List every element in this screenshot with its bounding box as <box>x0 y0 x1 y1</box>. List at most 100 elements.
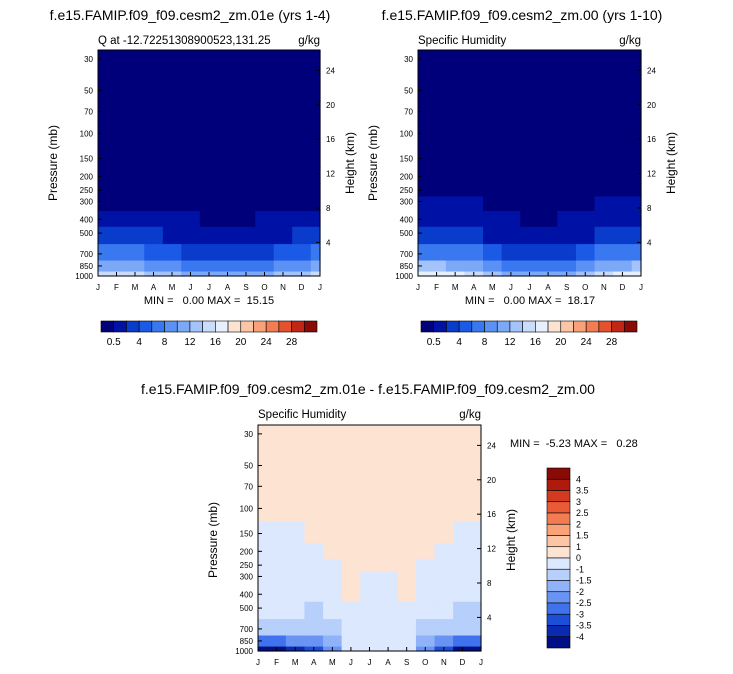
contour-cell <box>341 570 361 586</box>
colorbar-swatch <box>560 320 574 333</box>
contour-cell <box>144 122 164 147</box>
month-tick-label: J <box>318 283 322 292</box>
contour-cell <box>397 475 417 498</box>
colorbar-swatch <box>433 320 447 333</box>
contour-cell <box>273 50 293 76</box>
month-tick-label: D <box>460 658 466 667</box>
pressure-tick-label: 30 <box>84 55 93 64</box>
pressure-tick-label: 400 <box>240 590 254 599</box>
contour-cell <box>181 183 201 197</box>
contour-cell <box>557 167 577 184</box>
contour-cell <box>98 145 108 169</box>
contour-cell <box>613 243 633 261</box>
contour-cell <box>360 425 380 451</box>
contour-cell <box>236 50 256 76</box>
contour-cell <box>162 74 182 102</box>
contour-cell <box>501 243 521 261</box>
contour-cell <box>415 475 436 498</box>
contour-cell <box>378 601 398 620</box>
contour-cell <box>575 259 596 272</box>
pressure-tick-label: 100 <box>400 129 414 138</box>
colorbar-swatch <box>151 320 165 333</box>
panel-2-y-right-label: Height (km) <box>664 132 678 194</box>
contour-cell <box>107 50 127 76</box>
contour-cell <box>199 226 219 245</box>
contour-cell <box>125 122 145 147</box>
contour-cell <box>427 74 447 102</box>
month-tick-label: M <box>169 283 176 292</box>
contour-cell <box>304 570 324 586</box>
contour-cell <box>304 449 324 477</box>
month-tick-label: S <box>243 283 248 292</box>
contour-cell <box>631 210 642 227</box>
contour-cell <box>397 449 417 477</box>
contour-cell <box>258 585 268 602</box>
contour-cell <box>285 634 306 647</box>
contour-cell <box>341 634 361 647</box>
contour-cell <box>304 520 324 544</box>
contour-cell <box>378 449 398 477</box>
contour-cell <box>427 210 447 227</box>
contour-cell <box>323 601 343 620</box>
contour-cell <box>285 449 306 477</box>
colorbar-swatch <box>598 320 612 333</box>
contour-cell <box>144 145 164 169</box>
contour-cell <box>418 226 428 245</box>
contour-cell <box>483 243 503 261</box>
contour-cell <box>445 183 466 197</box>
contour-cell <box>360 558 380 572</box>
contour-cell <box>520 122 540 147</box>
contour-cell <box>292 167 312 184</box>
contour-cell <box>594 74 614 102</box>
pressure-tick-label: 30 <box>244 430 253 439</box>
contour-cell <box>236 226 256 245</box>
contour-cell <box>162 100 182 123</box>
contour-cell <box>575 183 596 197</box>
contour-cell <box>236 210 256 227</box>
contour-cell <box>415 449 436 477</box>
month-tick-label: F <box>434 283 439 292</box>
contour-cell <box>255 210 275 227</box>
contour-cell <box>464 122 484 147</box>
contour-cell <box>98 50 108 76</box>
colorbar-swatch <box>522 320 536 333</box>
height-tick-label: 12 <box>326 170 335 179</box>
colorbar-label: -2 <box>576 587 584 597</box>
contour-cell <box>267 585 287 602</box>
contour-cell <box>181 50 201 76</box>
contour-cell <box>181 210 201 227</box>
contour-cell <box>471 634 482 647</box>
contour-cell <box>98 195 108 211</box>
month-tick-label: N <box>601 283 607 292</box>
contour-cell <box>310 270 321 277</box>
contour-cell <box>310 195 321 211</box>
contour-cell <box>292 183 312 197</box>
colorbar-label: -2.5 <box>576 598 592 608</box>
pressure-tick-label: 300 <box>400 197 414 206</box>
panel-3-colorbar: 4 3.532.52 1.510-1 -1.5-2-2.5-3 -3.5-4 <box>546 467 592 649</box>
contour-cell <box>258 520 268 544</box>
contour-cell <box>613 210 633 227</box>
month-tick-label: M <box>489 283 496 292</box>
contour-cell <box>341 449 361 477</box>
month-tick-label: F <box>114 283 119 292</box>
contour-cell <box>258 558 268 572</box>
panel-2-height-axis: 24 20 16 12 8 4 <box>637 66 656 247</box>
contour-cell <box>631 183 642 197</box>
colorbar-swatch <box>138 320 153 333</box>
contour-cell <box>292 210 312 227</box>
contour-cell <box>273 195 293 211</box>
pressure-tick-label: 150 <box>240 530 254 539</box>
contour-cell <box>557 122 577 147</box>
month-tick-label: J <box>479 658 483 667</box>
contour-cell <box>144 183 164 197</box>
contour-cell <box>427 195 447 211</box>
contour-cell <box>310 259 321 272</box>
panel-1-y-right-label: Height (km) <box>343 132 357 194</box>
colorbar-label: 2 <box>576 519 581 529</box>
contour-cell <box>483 210 503 227</box>
contour-cell <box>594 210 614 227</box>
colorbar-label: 28 <box>286 337 298 348</box>
month-tick-label: N <box>441 658 447 667</box>
contour-cell <box>360 475 380 498</box>
